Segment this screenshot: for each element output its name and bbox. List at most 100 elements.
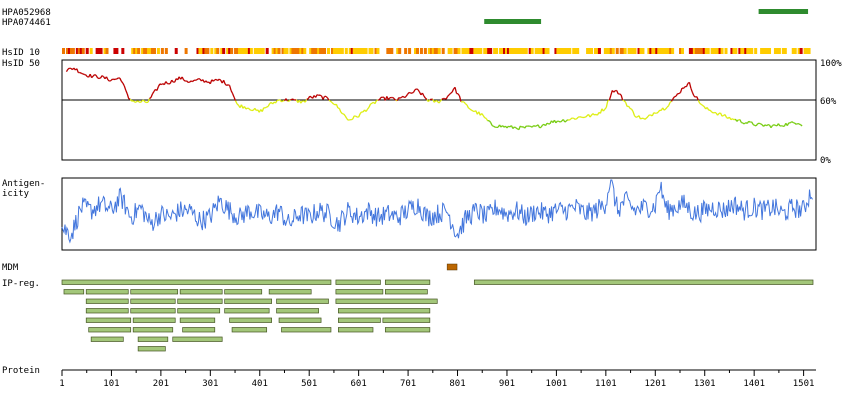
- ip-region: [130, 289, 179, 295]
- hsid10-segment: [522, 48, 526, 54]
- identity-segment: [196, 78, 199, 81]
- identity-segment: [559, 120, 563, 123]
- identity-segment: [231, 93, 235, 98]
- identity-segment: [470, 109, 474, 112]
- hsid10-segment: [469, 48, 473, 54]
- identity-segment: [234, 100, 238, 105]
- ip-region: [338, 327, 374, 333]
- identity-segment: [469, 108, 472, 111]
- ip-region: [473, 279, 814, 285]
- axis-tick-label: 801: [449, 379, 465, 389]
- mdm-label: MDM: [2, 263, 19, 273]
- pct-top-label: 100%: [820, 59, 842, 69]
- identity-segment: [719, 112, 723, 117]
- identity-segment: [602, 108, 606, 112]
- identity-segment: [230, 90, 234, 94]
- identity-segment: [285, 98, 289, 102]
- hsid10-segment: [760, 48, 764, 54]
- hsid10-segment: [271, 48, 275, 54]
- identity-segment: [748, 120, 751, 123]
- hsid10-segment: [538, 48, 542, 54]
- identity-segment: [457, 93, 461, 97]
- identity-segment: [407, 92, 410, 95]
- identity-segment: [245, 107, 248, 110]
- hsid10-segment: [299, 48, 303, 54]
- identity-segment: [537, 124, 541, 129]
- hsid10-segment: [768, 48, 772, 54]
- identity-segment: [433, 100, 437, 103]
- ip-region: [335, 298, 438, 304]
- identity-segment: [181, 76, 185, 81]
- ip-region: [61, 279, 332, 285]
- identity-segment: [634, 115, 637, 118]
- ip-region: [85, 308, 129, 314]
- axis-tick-label: 1501: [793, 379, 815, 389]
- identity-segment: [672, 96, 676, 99]
- identity-segment: [414, 88, 417, 91]
- hsid10-segment: [631, 48, 635, 54]
- identity-segment: [731, 118, 735, 121]
- ip-region: [132, 327, 174, 333]
- hsid10-segment: [255, 48, 259, 54]
- identity-segment: [304, 99, 308, 103]
- hsid10-segment: [340, 48, 344, 54]
- identity-segment: [110, 78, 113, 82]
- hsid10-segment: [358, 48, 362, 54]
- hsid10-segment: [354, 48, 358, 54]
- identity-segment: [666, 105, 670, 108]
- hsid10-segment: [311, 48, 315, 54]
- identity-segment: [269, 101, 272, 105]
- axis-tick-label: 701: [400, 379, 416, 389]
- hsid10-segment: [534, 48, 538, 54]
- hsid10-segment: [293, 48, 297, 54]
- identity-segment: [791, 121, 794, 124]
- hsid10-segment: [332, 48, 336, 54]
- identity-segment: [421, 92, 425, 97]
- axis-tick-label: 501: [301, 379, 317, 389]
- hsid10-segment: [487, 48, 491, 54]
- hsid10-segment: [483, 48, 487, 54]
- hsid10-segment: [568, 48, 572, 54]
- identity-segment: [644, 117, 647, 120]
- identity-segment: [671, 98, 674, 102]
- identity-segment: [368, 103, 372, 108]
- hsid10-segment: [619, 48, 623, 54]
- identity-segment: [533, 125, 536, 127]
- identity-segment: [322, 96, 326, 100]
- identity-segment: [215, 78, 219, 82]
- hsid10-segment: [546, 48, 550, 54]
- identity-segment: [711, 111, 714, 114]
- identity-segment: [365, 108, 369, 112]
- identity-segment: [682, 86, 686, 89]
- identity-segment: [140, 100, 143, 103]
- identity-segment: [653, 112, 656, 114]
- identity-segment: [149, 96, 152, 100]
- hsid10-segment: [473, 48, 477, 54]
- identity-segment: [123, 85, 127, 91]
- identity-segment: [316, 94, 319, 96]
- hsid10-segment: [113, 48, 117, 54]
- identity-segment: [326, 97, 330, 101]
- ip-region: [335, 289, 384, 295]
- hsid10-segment: [698, 48, 702, 54]
- identity-segment: [126, 93, 130, 100]
- identity-segment: [315, 94, 318, 98]
- hsid10-segment: [536, 48, 540, 54]
- identity-segment: [359, 111, 363, 115]
- identity-segment: [629, 107, 632, 110]
- ip-region: [177, 308, 221, 314]
- identity-segment: [800, 124, 803, 127]
- ip-region: [268, 289, 312, 295]
- hsid10-segment: [453, 48, 457, 54]
- mdm-track: [446, 263, 458, 271]
- antigenicity-path: [61, 179, 813, 244]
- identity-segment: [730, 118, 733, 121]
- hsid10-segment: [732, 48, 736, 54]
- identity-segment: [645, 116, 649, 119]
- ip-region: [382, 317, 431, 323]
- ip-region: [281, 327, 332, 333]
- hsid10-segment: [396, 48, 400, 54]
- identity-segment: [585, 115, 588, 118]
- ip-region: [132, 317, 176, 323]
- identity-segment: [675, 93, 679, 97]
